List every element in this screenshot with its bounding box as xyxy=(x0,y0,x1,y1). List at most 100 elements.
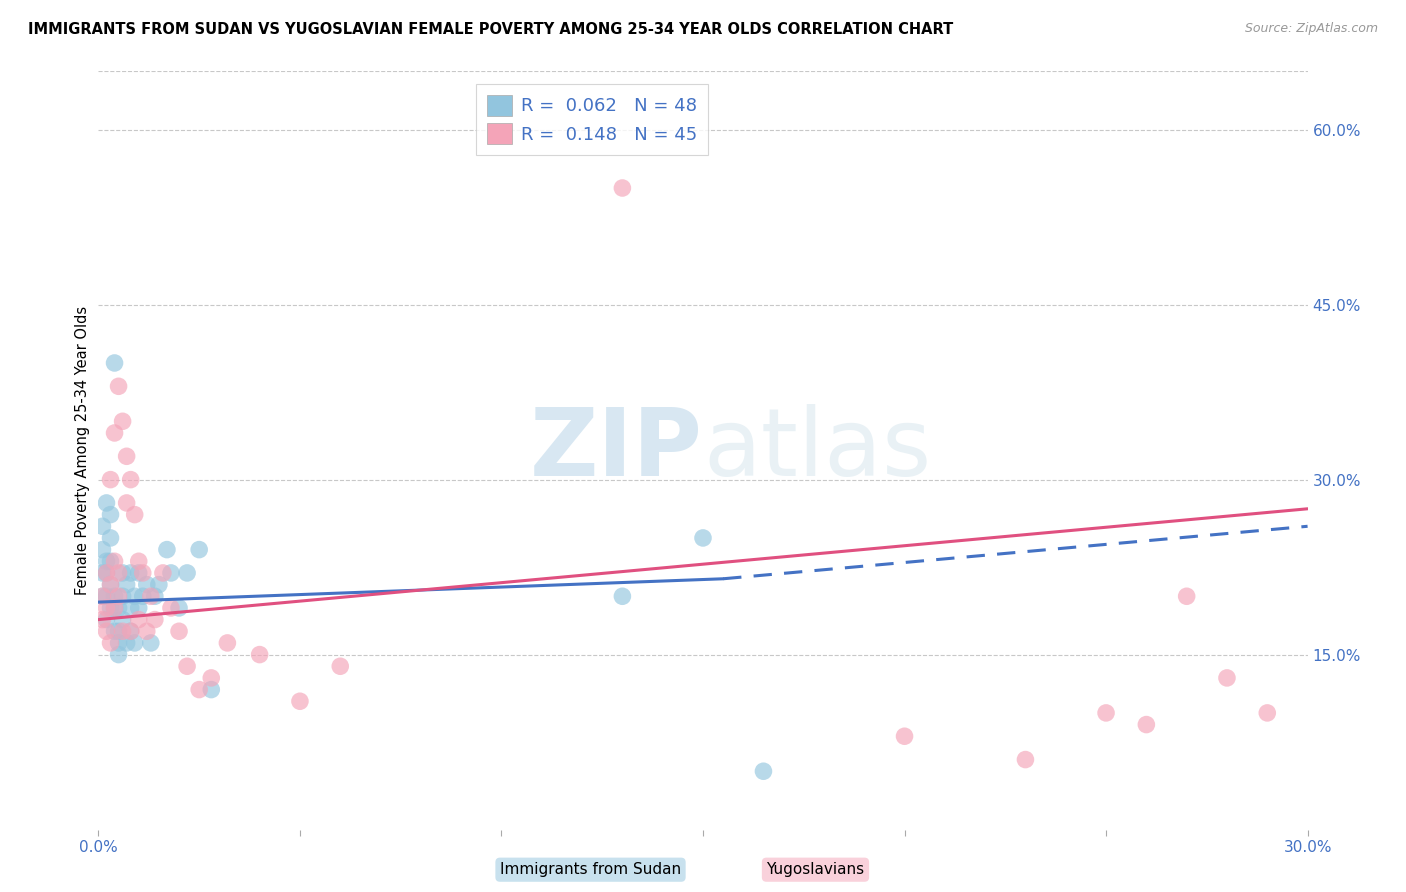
Legend: R =  0.062   N = 48, R =  0.148   N = 45: R = 0.062 N = 48, R = 0.148 N = 45 xyxy=(477,84,709,155)
Point xyxy=(107,589,129,603)
Point xyxy=(1175,589,1198,603)
Point xyxy=(139,636,162,650)
Point xyxy=(188,682,211,697)
Point xyxy=(103,601,125,615)
Point xyxy=(156,542,179,557)
Point xyxy=(1135,717,1157,731)
Point xyxy=(1216,671,1239,685)
Point xyxy=(148,577,170,591)
Point xyxy=(100,636,122,650)
Point xyxy=(139,589,162,603)
Point xyxy=(249,648,271,662)
Point xyxy=(100,473,122,487)
Point xyxy=(96,613,118,627)
Point xyxy=(103,589,125,603)
Point xyxy=(612,589,634,603)
Point xyxy=(143,613,166,627)
Point xyxy=(200,671,222,685)
Point xyxy=(752,764,775,779)
Point xyxy=(91,613,114,627)
Point xyxy=(100,508,122,522)
Point xyxy=(176,566,198,580)
Point xyxy=(100,601,122,615)
Text: ZIP: ZIP xyxy=(530,404,703,497)
Point xyxy=(893,729,915,743)
Point xyxy=(1256,706,1278,720)
Point xyxy=(107,624,129,639)
Point xyxy=(167,624,190,639)
Point xyxy=(135,624,157,639)
Point xyxy=(103,624,125,639)
Point xyxy=(120,473,142,487)
Point xyxy=(96,601,118,615)
Point xyxy=(1014,753,1036,767)
Point xyxy=(115,450,138,464)
Point xyxy=(96,566,118,580)
Point xyxy=(111,414,134,428)
Point xyxy=(100,577,122,591)
Point xyxy=(128,613,150,627)
Point xyxy=(107,636,129,650)
Point xyxy=(160,566,183,580)
Point xyxy=(96,589,118,603)
Point xyxy=(124,589,146,603)
Point xyxy=(329,659,352,673)
Point xyxy=(217,636,239,650)
Point xyxy=(100,577,122,591)
Point xyxy=(107,648,129,662)
Point xyxy=(120,624,142,639)
Point xyxy=(91,566,114,580)
Point xyxy=(128,566,150,580)
Point xyxy=(288,694,311,708)
Point xyxy=(103,554,125,568)
Point xyxy=(91,589,114,603)
Text: atlas: atlas xyxy=(703,404,931,497)
Point xyxy=(115,577,138,591)
Point xyxy=(91,542,114,557)
Point xyxy=(167,601,190,615)
Point xyxy=(200,682,222,697)
Y-axis label: Female Poverty Among 25-34 Year Olds: Female Poverty Among 25-34 Year Olds xyxy=(75,306,90,595)
Point xyxy=(91,519,114,533)
Point xyxy=(120,601,142,615)
Point xyxy=(115,496,138,510)
Point xyxy=(111,613,134,627)
Point xyxy=(96,624,118,639)
Point xyxy=(111,589,134,603)
Point xyxy=(152,566,174,580)
Point xyxy=(103,601,125,615)
Point xyxy=(143,589,166,603)
Point xyxy=(124,636,146,650)
Point xyxy=(128,601,150,615)
Text: IMMIGRANTS FROM SUDAN VS YUGOSLAVIAN FEMALE POVERTY AMONG 25-34 YEAR OLDS CORREL: IMMIGRANTS FROM SUDAN VS YUGOSLAVIAN FEM… xyxy=(28,22,953,37)
Point xyxy=(111,624,134,639)
Point xyxy=(120,566,142,580)
Point xyxy=(103,425,125,440)
Point xyxy=(96,554,118,568)
Point xyxy=(107,566,129,580)
Point xyxy=(132,589,155,603)
Point xyxy=(120,624,142,639)
Point xyxy=(107,379,129,393)
Point xyxy=(91,589,114,603)
Point xyxy=(96,566,118,580)
Point xyxy=(692,531,714,545)
Point xyxy=(132,566,155,580)
Point xyxy=(96,496,118,510)
Point xyxy=(100,531,122,545)
Text: Yugoslavians: Yugoslavians xyxy=(766,863,865,877)
Point xyxy=(107,601,129,615)
Text: Source: ZipAtlas.com: Source: ZipAtlas.com xyxy=(1244,22,1378,36)
Point xyxy=(103,356,125,370)
Text: Immigrants from Sudan: Immigrants from Sudan xyxy=(501,863,681,877)
Point xyxy=(176,659,198,673)
Point xyxy=(135,577,157,591)
Point xyxy=(188,542,211,557)
Point xyxy=(124,508,146,522)
Point xyxy=(100,554,122,568)
Point xyxy=(1095,706,1118,720)
Point xyxy=(115,636,138,650)
Point xyxy=(612,181,634,195)
Point xyxy=(128,554,150,568)
Point xyxy=(160,601,183,615)
